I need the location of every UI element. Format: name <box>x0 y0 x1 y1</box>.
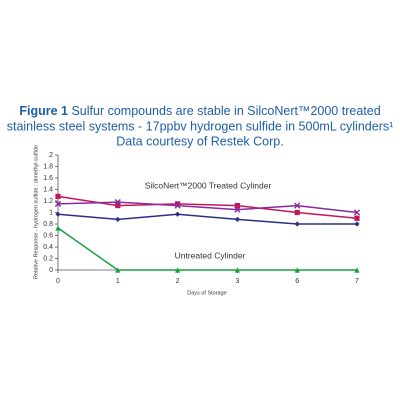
marker <box>54 200 62 207</box>
series-line <box>57 213 357 225</box>
marker <box>174 202 181 209</box>
y-tick-label: 1.4 <box>43 186 53 193</box>
title-line: Data courtesy of Restek Corp. <box>116 134 283 148</box>
x-tick-label: 3 <box>235 278 239 285</box>
marker <box>354 267 360 273</box>
x-axis-label: Days of Storage <box>187 290 226 296</box>
y-tick-label: 0.2 <box>43 255 53 262</box>
y-tick-label: 0.8 <box>43 221 53 228</box>
marker <box>294 221 300 227</box>
marker <box>115 203 121 209</box>
marker <box>175 201 181 207</box>
marker <box>354 221 360 227</box>
marker <box>234 206 241 213</box>
marker <box>115 267 121 273</box>
annotation: SilcoNert™2000 Treated Cylinder <box>145 180 272 190</box>
title-text: Sulfur compounds are stable in SilcoNert… <box>71 104 380 118</box>
marker <box>234 216 240 222</box>
marker <box>234 203 240 209</box>
marker <box>175 267 181 273</box>
x-tick-label: 0 <box>56 278 60 285</box>
y-tick-label: 2 <box>49 152 53 159</box>
series-line <box>57 227 357 271</box>
title-line: Figure 1 Sulfur compounds are stable in … <box>19 104 380 118</box>
y-tick-label: 1.8 <box>43 163 53 170</box>
figure-label: Figure 1 <box>19 104 68 118</box>
x-tick-label: 2 <box>176 278 180 285</box>
marker <box>354 215 360 221</box>
marker <box>55 193 61 199</box>
marker <box>234 267 240 273</box>
y-tick-label: 1.6 <box>43 175 53 182</box>
y-tick-label: 0.4 <box>43 244 53 251</box>
marker <box>55 211 61 217</box>
marker <box>353 209 361 216</box>
y-tick-label: 1 <box>49 209 53 216</box>
marker <box>294 202 301 209</box>
annotation: Untreated Cylinder <box>175 250 246 260</box>
series-line <box>57 195 358 219</box>
title-line: stainless steel systems - 17ppbv hydroge… <box>7 119 394 133</box>
marker <box>294 267 300 273</box>
marker <box>55 225 61 231</box>
y-tick-label: 0.6 <box>43 232 53 239</box>
marker <box>175 211 181 217</box>
y-tick-label: 0 <box>49 267 53 274</box>
series-line <box>57 201 358 214</box>
marker <box>115 216 121 222</box>
y-tick-label: 1.2 <box>43 198 53 205</box>
marker <box>114 199 121 206</box>
x-tick-label: 7 <box>355 278 359 285</box>
y-axis-label: Relative Response - hydrogen sulfide : d… <box>33 145 39 279</box>
marker <box>294 209 300 216</box>
x-tick-label: 1 <box>116 278 120 285</box>
x-tick-label: 6 <box>295 278 299 285</box>
